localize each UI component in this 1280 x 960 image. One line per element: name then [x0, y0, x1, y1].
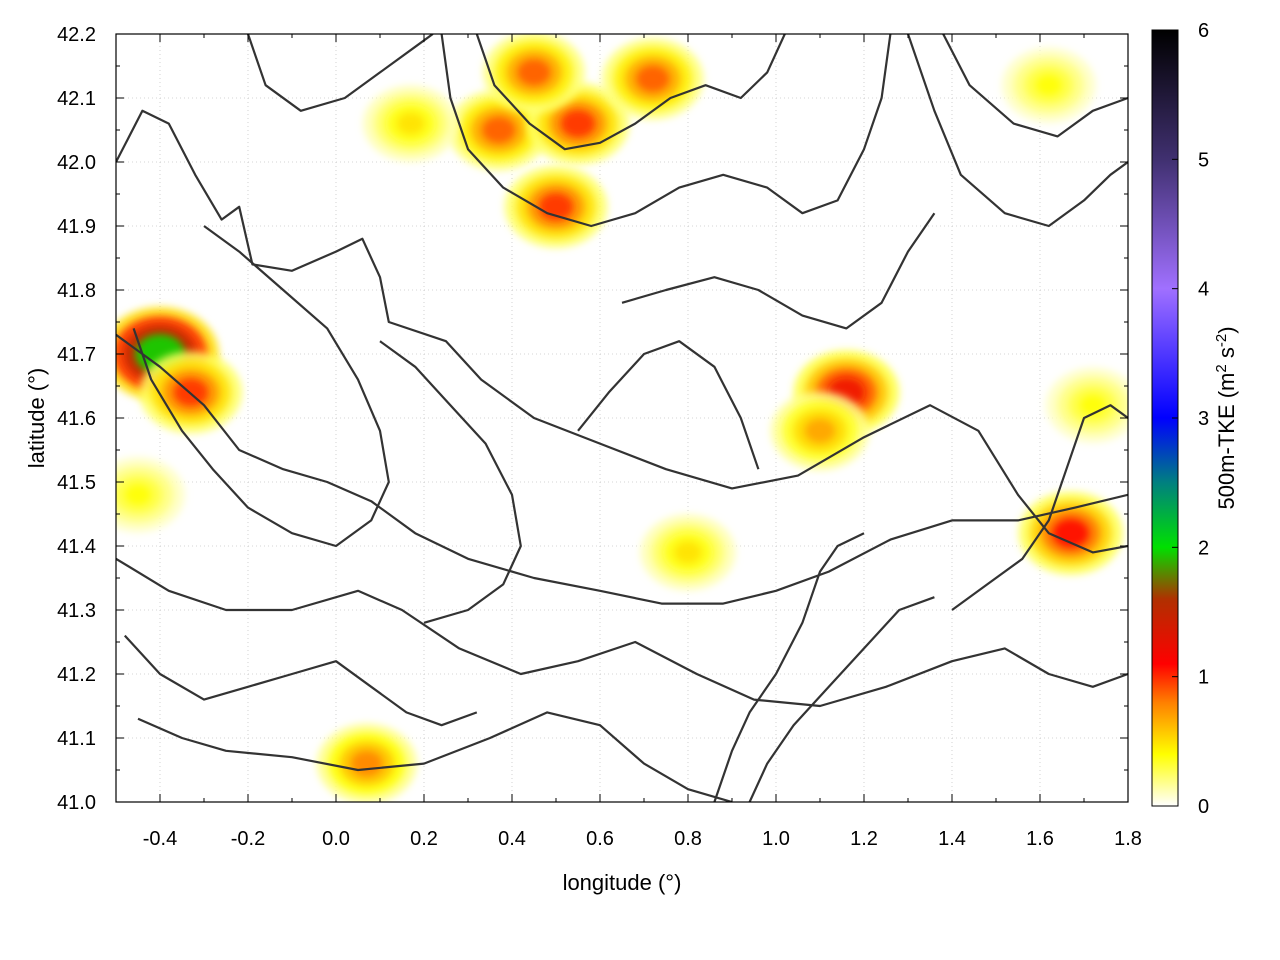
- y-tick-label: 41.7: [57, 344, 96, 366]
- terrain-contour-line: [951, 404, 1128, 611]
- colorbar-label: 500m-TKE (m2 s-2): [1213, 326, 1239, 509]
- terrain-contour-line: [475, 34, 786, 151]
- tke-hotspot: [804, 418, 836, 443]
- tke-hotspot: [350, 750, 383, 777]
- x-tick-label: -0.2: [231, 828, 265, 850]
- terrain-contour-line: [116, 557, 1128, 708]
- terrain-contour-line: [132, 225, 390, 548]
- y-tick-label: 41.4: [57, 536, 96, 558]
- colorbar-label-end: ): [1214, 326, 1239, 333]
- y-tick-label: 41.3: [57, 600, 96, 622]
- tke-hotspot: [482, 116, 516, 144]
- y-tick-label: 42.1: [57, 88, 96, 110]
- colorbar-tick-label: 4: [1198, 279, 1209, 301]
- x-tick-label: 1.6: [1026, 828, 1054, 850]
- terrain-contour-line: [748, 596, 935, 802]
- terrain-contour-line: [621, 212, 936, 330]
- tke-hotspot: [397, 112, 425, 135]
- x-tick-label: -0.4: [143, 828, 177, 850]
- x-tick-label: 0.2: [410, 828, 438, 850]
- terrain-contour-line: [577, 340, 760, 470]
- colorbar-tick-label: 3: [1198, 408, 1209, 430]
- colorbar-label-mid: s: [1214, 347, 1239, 364]
- y-tick-label: 41.5: [57, 472, 96, 494]
- terrain-contour-line: [379, 340, 522, 624]
- x-tick-label: 0.8: [674, 828, 702, 850]
- tke-hotspot: [517, 59, 551, 86]
- y-tick-label: 41.8: [57, 280, 96, 302]
- terrain-contour-line: [713, 532, 865, 802]
- tke-hotspot: [560, 109, 596, 138]
- terrain-contour-line: [942, 34, 1128, 138]
- colorbar-label-sup2: -2: [1213, 334, 1230, 347]
- colorbar-label-main: 500m-TKE (m: [1214, 373, 1239, 510]
- tke-hotspot: [1079, 394, 1106, 416]
- terrain-contour-line: [906, 34, 1128, 228]
- colorbar-tick-label: 2: [1198, 537, 1209, 559]
- terrain-contour-line: [116, 109, 1128, 554]
- x-tick-label: 1.0: [762, 828, 790, 850]
- colorbar-tick-label: 6: [1198, 20, 1209, 42]
- y-tick-label: 41.6: [57, 408, 96, 430]
- x-tick-label: 0.4: [498, 828, 526, 850]
- colorbar-tick-label: 0: [1198, 796, 1209, 818]
- y-tick-label: 41.9: [57, 216, 96, 238]
- colorbar-tick-label: 5: [1198, 149, 1209, 171]
- terrain-contour-line: [246, 34, 434, 112]
- tke-hotspot: [636, 65, 670, 93]
- x-tick-label: 0.6: [586, 828, 614, 850]
- x-axis-ticks: -0.4 -0.2 0.0 0.2 0.4 0.6 0.8 1.0 1.2 1.4 1.6 1.8: [115, 34, 1142, 850]
- x-tick-label: 1.8: [1114, 828, 1142, 850]
- x-axis-label: longitude (°): [563, 870, 682, 895]
- terrain-contour-line: [440, 34, 892, 228]
- x-tick-label: 1.4: [938, 828, 966, 850]
- terrain-contour-line: [116, 333, 1128, 605]
- colorbar-ticks: 0 1 2 3 4 5 6: [1172, 20, 1209, 818]
- y-axis-ticks: 41.0 41.1 41.2 41.3 41.4 41.5 41.6 41.7 41.8 41.9…: [57, 24, 1128, 814]
- tke-hotspot: [1052, 518, 1090, 548]
- terrain-contour-line: [137, 711, 733, 802]
- y-tick-label: 42.0: [57, 152, 96, 174]
- tke-field: [116, 34, 1128, 802]
- y-axis-label: latitude (°): [24, 368, 49, 469]
- tke-hotspot: [1035, 74, 1062, 96]
- tke-hotspot: [125, 484, 151, 506]
- y-tick-label: 41.1: [57, 728, 96, 750]
- colorbar-label-sup1: 2: [1213, 364, 1230, 372]
- terrain-contour-line: [123, 634, 478, 727]
- y-tick-label: 41.2: [57, 664, 96, 686]
- tke-hotspot: [674, 541, 702, 564]
- y-tick-label: 41.0: [57, 792, 96, 814]
- x-tick-label: 1.2: [850, 828, 878, 850]
- terrain-contours: [116, 34, 1128, 802]
- colorbar-tick-label: 1: [1198, 667, 1209, 689]
- x-tick-label: 0.0: [322, 828, 350, 850]
- y-tick-label: 42.2: [57, 24, 96, 46]
